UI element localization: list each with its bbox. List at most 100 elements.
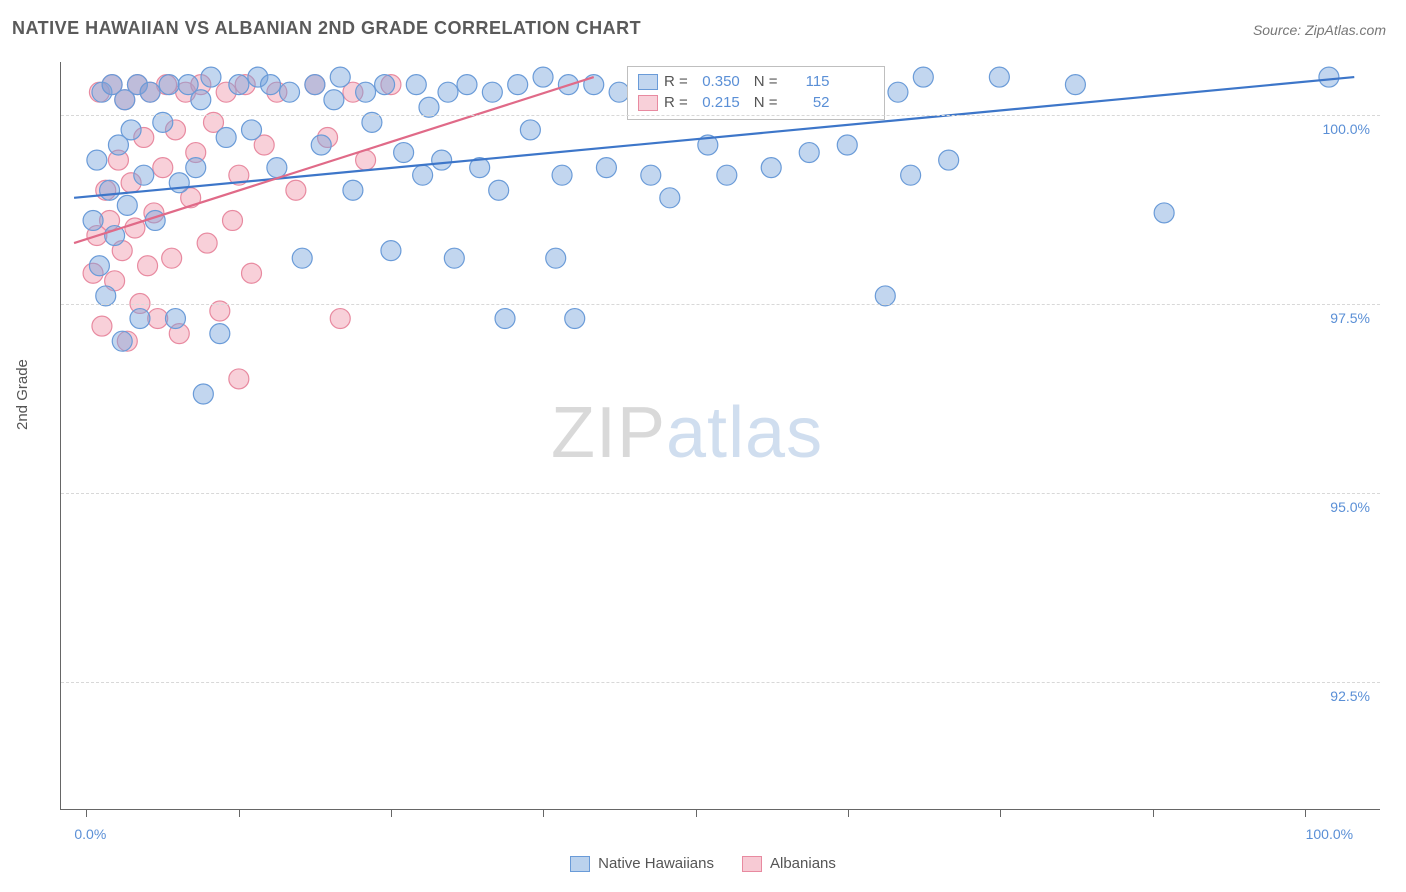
data-point	[489, 180, 509, 200]
n-label: N =	[754, 94, 778, 111]
data-point	[229, 75, 249, 95]
data-point	[375, 75, 395, 95]
data-point	[83, 210, 103, 230]
data-point	[520, 120, 540, 140]
data-point	[305, 75, 325, 95]
plot-area: ZIPatlas R = 0.350 N = 115 R = 0.215 N =…	[60, 62, 1380, 810]
data-point	[121, 120, 141, 140]
data-point	[1319, 67, 1339, 87]
data-point	[438, 82, 458, 102]
data-point	[229, 369, 249, 389]
data-point	[292, 248, 312, 268]
data-point	[169, 173, 189, 193]
correlation-row-1: R = 0.215 N = 52	[638, 92, 874, 113]
data-point	[134, 165, 154, 185]
data-point	[100, 180, 120, 200]
source-attribution: Source: ZipAtlas.com	[1253, 22, 1386, 38]
data-point	[261, 75, 281, 95]
x-tick	[696, 809, 697, 817]
data-point	[140, 82, 160, 102]
data-point	[87, 150, 107, 170]
gridline	[61, 115, 1380, 116]
data-point	[197, 233, 217, 253]
data-point	[148, 309, 168, 329]
x-tick	[1000, 809, 1001, 817]
r-label: R =	[664, 94, 688, 111]
data-point	[913, 67, 933, 87]
x-tick	[543, 809, 544, 817]
data-point	[565, 309, 585, 329]
data-point	[159, 75, 179, 95]
data-point	[191, 90, 211, 110]
data-point	[888, 82, 908, 102]
data-point	[267, 158, 287, 178]
data-point	[324, 90, 344, 110]
data-point	[432, 150, 452, 170]
data-point	[330, 309, 350, 329]
x-tick	[86, 809, 87, 817]
data-point	[457, 75, 477, 95]
correlation-legend: R = 0.350 N = 115 R = 0.215 N = 52	[627, 66, 885, 120]
correlation-row-0: R = 0.350 N = 115	[638, 71, 874, 92]
data-point	[201, 67, 221, 87]
data-point	[413, 165, 433, 185]
n-value: 52	[784, 94, 830, 111]
gridline	[61, 304, 1380, 305]
data-point	[356, 82, 376, 102]
x-axis-label: 100.0%	[1306, 826, 1353, 842]
n-value: 115	[784, 73, 830, 90]
data-point	[596, 158, 616, 178]
data-point	[280, 82, 300, 102]
data-point	[193, 384, 213, 404]
chart-svg	[61, 62, 1380, 809]
y-tick-label: 97.5%	[1330, 310, 1370, 326]
chart-title: NATIVE HAWAIIAN VS ALBANIAN 2ND GRADE CO…	[12, 18, 641, 39]
x-tick	[848, 809, 849, 817]
data-point	[311, 135, 331, 155]
series-legend: Native Hawaiians Albanians	[0, 855, 1406, 872]
x-tick	[1305, 809, 1306, 817]
data-point	[130, 309, 150, 329]
data-point	[165, 309, 185, 329]
data-point	[216, 127, 236, 147]
r-value: 0.215	[694, 94, 740, 111]
data-point	[223, 210, 243, 230]
data-point	[761, 158, 781, 178]
data-point	[242, 263, 262, 283]
data-point	[799, 143, 819, 163]
x-tick	[1153, 809, 1154, 817]
data-point	[939, 150, 959, 170]
data-point	[533, 67, 553, 87]
data-point	[153, 158, 173, 178]
data-point	[717, 165, 737, 185]
data-point	[552, 165, 572, 185]
data-point	[482, 82, 502, 102]
data-point	[641, 165, 661, 185]
data-point	[112, 331, 132, 351]
data-point	[444, 248, 464, 268]
gridline	[61, 682, 1380, 683]
legend-label: Albanians	[770, 855, 836, 872]
y-tick-label: 92.5%	[1330, 688, 1370, 704]
data-point	[989, 67, 1009, 87]
n-label: N =	[754, 73, 778, 90]
data-point	[242, 120, 262, 140]
legend-item-1: Albanians	[742, 855, 836, 872]
gridline	[61, 493, 1380, 494]
r-label: R =	[664, 73, 688, 90]
legend-item-0: Native Hawaiians	[570, 855, 714, 872]
y-tick-label: 95.0%	[1330, 499, 1370, 515]
data-point	[837, 135, 857, 155]
data-point	[1065, 75, 1085, 95]
legend-label: Native Hawaiians	[598, 855, 714, 872]
data-point	[330, 67, 350, 87]
data-point	[186, 158, 206, 178]
data-point	[394, 143, 414, 163]
x-tick	[391, 809, 392, 817]
swatch-icon	[638, 74, 658, 90]
data-point	[89, 256, 109, 276]
data-point	[508, 75, 528, 95]
swatch-icon	[742, 856, 762, 872]
data-point	[343, 180, 363, 200]
data-point	[138, 256, 158, 276]
